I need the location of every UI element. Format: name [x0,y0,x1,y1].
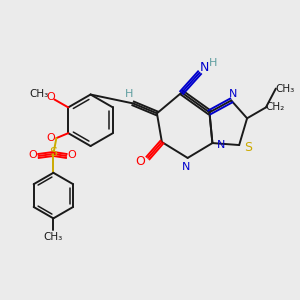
Text: N: N [182,162,190,172]
Text: O: O [46,133,55,143]
Text: O: O [68,150,76,160]
Text: CH₂: CH₂ [265,102,284,112]
Text: CH₃: CH₃ [44,232,63,242]
Text: CH₃: CH₃ [275,84,294,94]
Text: O: O [135,155,145,168]
Text: S: S [50,146,57,160]
Text: N: N [229,88,237,98]
Text: H: H [209,58,218,68]
Text: O: O [46,92,55,103]
Text: H: H [125,88,134,98]
Text: N: N [217,140,226,150]
Text: N: N [200,61,209,74]
Text: CH₃: CH₃ [29,88,48,98]
Text: S: S [244,140,252,154]
Text: O: O [28,150,37,160]
